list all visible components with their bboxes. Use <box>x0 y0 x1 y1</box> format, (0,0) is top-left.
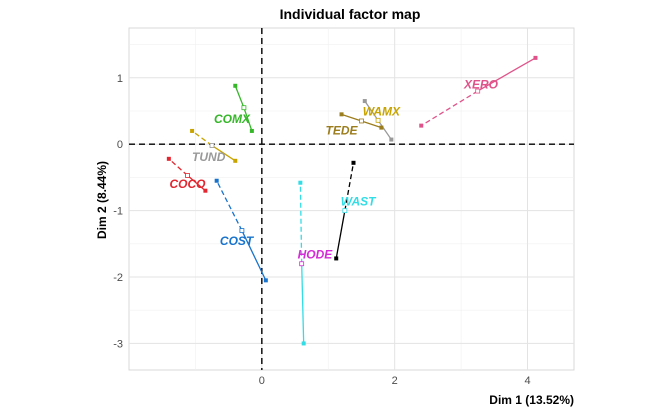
individual-label-hode: HODE <box>298 247 334 261</box>
individual-label-xero: XERO <box>463 77 499 91</box>
partial-point-tund <box>190 128 195 133</box>
y-tick-label: 0 <box>117 139 123 151</box>
y-tick-label: -3 <box>113 338 123 350</box>
center-point-coco <box>185 173 190 178</box>
individual-label-tund: TUND <box>192 150 226 164</box>
center-point-xero <box>475 88 481 94</box>
partial-point-wamx <box>362 99 367 104</box>
chart-title: Individual factor map <box>280 6 421 22</box>
center-point-wast <box>342 208 348 214</box>
x-tick-label: 4 <box>524 375 530 387</box>
partial-point-cost <box>263 278 268 283</box>
individual-label-cost: COST <box>220 234 255 248</box>
partial-point-coco <box>203 188 208 193</box>
partial-point-wast <box>351 160 356 165</box>
center-point-tund <box>209 143 215 148</box>
partial-point-tede <box>339 112 344 117</box>
partial-point-tede <box>379 125 384 130</box>
center-point-wamx <box>375 117 381 123</box>
individual-label-comx: COMX <box>214 112 251 126</box>
partial-point-comx <box>233 83 238 88</box>
partial-point-xero <box>419 123 424 128</box>
center-point-tede <box>359 118 364 124</box>
center-point-cost <box>239 228 245 233</box>
segment-wamx <box>377 119 392 140</box>
segment-cost <box>241 230 267 281</box>
individual-label-tede: TEDE <box>326 123 359 137</box>
x-tick-label: 2 <box>392 375 398 387</box>
individual-label-wamx: WAMX <box>363 105 401 119</box>
partial-point-comx <box>249 128 254 133</box>
segment-hode <box>301 263 305 344</box>
partial-point-wast <box>334 256 339 261</box>
plot-background <box>128 27 575 371</box>
segment-xero <box>420 90 479 127</box>
segment-tede <box>341 113 362 122</box>
segment-coco <box>168 158 188 176</box>
partial-point-coco <box>166 156 171 161</box>
segment-tund <box>191 130 213 147</box>
segment-tede <box>361 120 382 129</box>
segment-wast <box>344 162 355 211</box>
partial-point-hode <box>301 341 306 346</box>
segment-cost <box>216 180 243 231</box>
center-point-hode <box>299 261 305 267</box>
segment-tund <box>211 144 236 162</box>
segment-wamx <box>364 100 379 121</box>
partial-point-xero <box>533 55 538 60</box>
partial-point-cost <box>214 178 219 183</box>
segment-comx <box>243 107 253 132</box>
partial-point-hode <box>298 180 303 185</box>
segment-wast <box>335 210 346 259</box>
x-tick-label: 0 <box>259 375 265 387</box>
y-tick-label: -1 <box>113 206 123 218</box>
segment-hode <box>299 182 303 264</box>
segment-xero <box>477 57 536 92</box>
center-point-comx <box>241 105 247 111</box>
y-axis-label: Dim 2 (8.44%) <box>95 161 109 239</box>
x-axis-label: Dim 1 (13.52%) <box>489 393 574 407</box>
segment-comx <box>234 85 245 108</box>
individual-label-wast: WAST <box>341 194 377 208</box>
plot-panel: 0 2 4 -3 -2 -1 0 1 XERO WAMX TEDE COMX TUND COCO COST W… <box>113 27 575 387</box>
individual-label-coco: COCO <box>169 177 206 191</box>
segment-coco <box>187 174 206 192</box>
y-tick-label: 1 <box>117 73 123 85</box>
y-tick-label: -2 <box>113 272 123 284</box>
partial-point-wamx <box>389 137 394 142</box>
partial-point-tund <box>233 158 238 163</box>
